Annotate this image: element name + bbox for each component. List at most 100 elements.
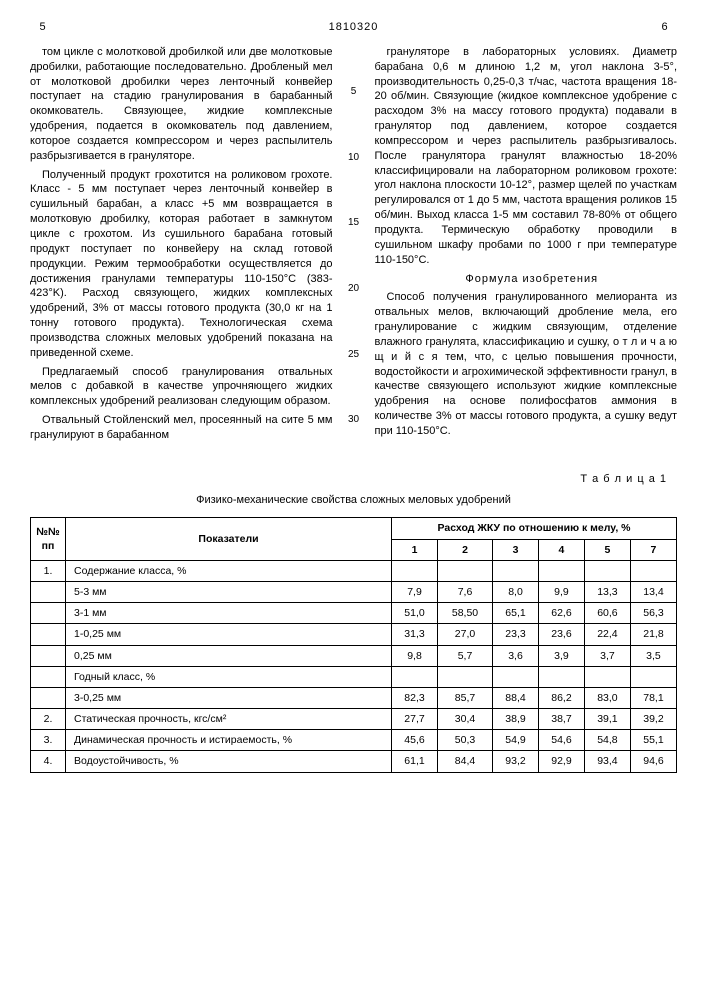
th-indicator: Показатели [66,518,392,560]
cell-value: 82,3 [392,687,438,708]
cell-value: 5,7 [437,645,492,666]
cell-value: 86,2 [539,687,585,708]
cell-value: 51,0 [392,603,438,624]
cell-value [539,666,585,687]
cell-value: 30,4 [437,709,492,730]
text-columns: том цикле с молотковой дробилкой или две… [30,45,677,447]
cell-number: 4. [31,751,66,772]
cell-value: 31,3 [392,624,438,645]
cell-value: 21,8 [630,624,676,645]
page-number-left: 5 [30,20,55,35]
cell-value: 45,6 [392,730,438,751]
cell-value: 58,50 [437,603,492,624]
cell-value [584,666,630,687]
table-row: 3-0,25 мм82,385,788,486,283,078,1 [31,687,677,708]
table-row: 1.Содержание класса, % [31,560,677,581]
th-col: 7 [630,539,676,560]
cell-label: 0,25 мм [66,645,392,666]
table-row: 5-3 мм7,97,68,09,913,313,4 [31,581,677,602]
left-p4: Отвальный Стойленский мел, просеянный на… [30,413,333,443]
table-row: 2.Статическая прочность, кгс/см²27,730,4… [31,709,677,730]
cell-number: 2. [31,709,66,730]
right-column: грануляторе в лабораторных условиях. Диа… [375,45,678,447]
cell-value [392,666,438,687]
cell-number [31,581,66,602]
cell-value: 92,9 [539,751,585,772]
cell-value [584,560,630,581]
formula-heading: Формула изобретения [375,272,678,287]
cell-value [493,666,539,687]
cell-value: 3,6 [493,645,539,666]
left-p1: том цикле с молотковой дробилкой или две… [30,45,333,164]
table-body: 1.Содержание класса, %5-3 мм7,97,68,09,9… [31,560,677,772]
cell-label: 1-0,25 мм [66,624,392,645]
line-marker: 10 [347,151,361,165]
th-group: Расход ЖКУ по отношению к мелу, % [392,518,677,539]
cell-value: 78,1 [630,687,676,708]
cell-value [539,560,585,581]
cell-value: 7,9 [392,581,438,602]
cell-value: 50,3 [437,730,492,751]
cell-value: 27,7 [392,709,438,730]
cell-number [31,645,66,666]
th-col: 4 [539,539,585,560]
cell-value [493,560,539,581]
cell-label: Динамическая прочность и истираемость, % [66,730,392,751]
cell-value: 54,9 [493,730,539,751]
cell-value: 39,1 [584,709,630,730]
cell-value [437,560,492,581]
table-row: 4.Водоустойчивость, %61,184,493,292,993,… [31,751,677,772]
th-col: 2 [437,539,492,560]
line-marker: 30 [347,413,361,427]
table-caption: Физико-механические свойства сложных мел… [30,493,677,508]
cell-value: 8,0 [493,581,539,602]
cell-value: 9,8 [392,645,438,666]
th-col: 5 [584,539,630,560]
cell-value: 54,6 [539,730,585,751]
cell-label: Годный класс, % [66,666,392,687]
cell-number [31,687,66,708]
cell-value: 94,6 [630,751,676,772]
cell-value: 13,3 [584,581,630,602]
line-marker: 25 [347,348,361,362]
cell-value: 61,1 [392,751,438,772]
right-p2: Способ получения гранулированного мелиор… [375,290,678,438]
left-column: том цикле с молотковой дробилкой или две… [30,45,333,447]
cell-value: 3,5 [630,645,676,666]
cell-label: 3-0,25 мм [66,687,392,708]
cell-value [630,560,676,581]
right-p1: грануляторе в лабораторных условиях. Диа… [375,45,678,268]
cell-value: 65,1 [493,603,539,624]
cell-value: 93,4 [584,751,630,772]
line-marker: 20 [347,282,361,296]
left-p3: Предлагаемый способ гранулирования отвал… [30,365,333,410]
cell-value: 23,6 [539,624,585,645]
cell-value: 56,3 [630,603,676,624]
cell-value: 13,4 [630,581,676,602]
page-number-right: 6 [652,20,677,35]
cell-value: 3,7 [584,645,630,666]
cell-value: 7,6 [437,581,492,602]
cell-value: 83,0 [584,687,630,708]
cell-value: 84,4 [437,751,492,772]
table-row: 0,25 мм9,85,73,63,93,73,5 [31,645,677,666]
cell-value [392,560,438,581]
cell-value: 38,9 [493,709,539,730]
cell-value: 54,8 [584,730,630,751]
cell-value: 23,3 [493,624,539,645]
cell-label: 5-3 мм [66,581,392,602]
line-number-gutter: 5 10 15 20 25 30 [347,45,361,447]
cell-value: 85,7 [437,687,492,708]
cell-value: 39,2 [630,709,676,730]
cell-value: 88,4 [493,687,539,708]
th-col: 3 [493,539,539,560]
th-number: №№ пп [31,518,66,560]
cell-value: 9,9 [539,581,585,602]
cell-value: 38,7 [539,709,585,730]
cell-number [31,624,66,645]
table-row: 1-0,25 мм31,327,023,323,622,421,8 [31,624,677,645]
table-row: 3-1 мм51,058,5065,162,660,656,3 [31,603,677,624]
th-col: 1 [392,539,438,560]
properties-table: №№ пп Показатели Расход ЖКУ по отношению… [30,517,677,772]
line-marker: 15 [347,216,361,230]
